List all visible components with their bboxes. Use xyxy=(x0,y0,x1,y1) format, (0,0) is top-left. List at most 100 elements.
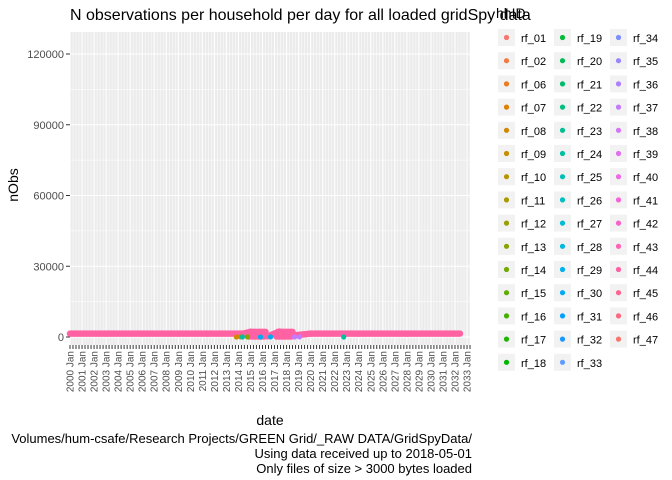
legend-label-rf_08: rf_08 xyxy=(521,126,546,138)
legend-marker-rf_11 xyxy=(503,197,510,203)
legend-label-rf_40: rf_40 xyxy=(633,172,658,184)
x-tick-label: 2011 Jan xyxy=(198,351,209,391)
legend-label-rf_11: rf_11 xyxy=(521,195,545,207)
x-tick-label: 2022 Jan xyxy=(330,351,341,392)
legend-label-rf_46: rf_46 xyxy=(633,311,658,323)
legend-label-rf_26: rf_26 xyxy=(577,195,602,207)
legend-marker-rf_12 xyxy=(503,220,510,226)
legend-marker-rf_13 xyxy=(503,243,510,249)
legend-marker-rf_47 xyxy=(615,336,622,342)
legend-marker-rf_20 xyxy=(559,58,566,64)
legend-marker-rf_42 xyxy=(615,220,622,226)
x-tick-label: 2015 Jan xyxy=(246,351,257,392)
x-tick-label: 2028 Jan xyxy=(402,351,413,392)
legend-marker-rf_26 xyxy=(559,197,566,203)
legend-marker-rf_36 xyxy=(615,81,622,87)
legend-label-rf_32: rf_32 xyxy=(577,335,602,347)
x-tick-label: 2018 Jan xyxy=(282,351,293,392)
legend-marker-rf_22 xyxy=(559,104,566,110)
x-tick-label: 2002 Jan xyxy=(90,351,101,392)
legend-marker-rf_17 xyxy=(503,336,510,342)
data-point-rf_46 xyxy=(289,328,296,336)
legend-label-rf_34: rf_34 xyxy=(633,33,658,45)
legend-marker-rf_40 xyxy=(615,174,622,180)
y-axis-label: nObs xyxy=(5,168,21,201)
legend-label-rf_39: rf_39 xyxy=(633,149,658,161)
legend-marker-rf_29 xyxy=(559,266,566,273)
x-tick-label: 2014 Jan xyxy=(234,351,245,392)
legend-label-rf_22: rf_22 xyxy=(577,103,602,115)
data-point-rf_46 xyxy=(456,330,464,337)
legend-marker-rf_34 xyxy=(615,34,622,41)
legend-marker-rf_27 xyxy=(559,220,566,226)
legend-marker-rf_19 xyxy=(559,34,566,41)
legend-label-rf_15: rf_15 xyxy=(521,288,546,300)
y-tick-label: 60000 xyxy=(33,191,64,203)
legend-label-rf_44: rf_44 xyxy=(633,265,658,277)
legend-marker-rf_24 xyxy=(559,150,566,157)
legend-label-rf_28: rf_28 xyxy=(577,242,602,254)
x-tick-label: 2033 Jan xyxy=(463,351,474,392)
legend-label-rf_43: rf_43 xyxy=(633,242,658,254)
x-tick-label: 2021 Jan xyxy=(318,351,329,392)
x-tick-label: 2006 Jan xyxy=(138,351,149,392)
caption-data-received: Using data received up to 2018-05-01 xyxy=(254,446,472,461)
legend-marker-rf_23 xyxy=(559,127,566,133)
x-tick-label: 2013 Jan xyxy=(222,351,233,392)
legend-marker-rf_45 xyxy=(615,290,622,296)
legend-label-rf_37: rf_37 xyxy=(633,103,658,115)
x-tick-label: 2010 Jan xyxy=(186,351,197,392)
legend-marker-rf_32 xyxy=(559,336,566,342)
legend-label-rf_01: rf_01 xyxy=(521,33,546,45)
x-tick-label: 2000 Jan xyxy=(66,351,77,392)
legend-label-rf_20: rf_20 xyxy=(577,56,602,68)
legend-label-rf_14: rf_14 xyxy=(521,265,546,277)
legend-label-rf_36: rf_36 xyxy=(633,79,658,91)
legend-marker-rf_46 xyxy=(615,313,622,319)
legend-label-rf_02: rf_02 xyxy=(521,56,546,68)
legend-marker-rf_02 xyxy=(503,58,510,64)
legend-marker-rf_33 xyxy=(559,359,566,365)
legend-marker-rf_31 xyxy=(559,313,566,319)
legend-label-rf_10: rf_10 xyxy=(521,172,546,184)
legend-label-rf_09: rf_09 xyxy=(521,149,546,161)
x-tick-label: 2032 Jan xyxy=(450,351,461,392)
y-tick-label: 90000 xyxy=(33,120,64,132)
legend-title: hhID xyxy=(496,5,526,21)
legend-label-rf_12: rf_12 xyxy=(521,219,546,231)
legend-label-rf_29: rf_29 xyxy=(577,265,602,277)
data-point-rf_46 xyxy=(262,328,269,336)
legend-label-rf_17: rf_17 xyxy=(521,335,546,347)
legend-marker-rf_41 xyxy=(615,197,622,203)
x-axis-label: date xyxy=(256,412,283,428)
legend-label-rf_25: rf_25 xyxy=(577,172,602,184)
legend-marker-rf_37 xyxy=(615,104,622,110)
x-tick-label: 2030 Jan xyxy=(426,351,437,392)
x-tick-label: 2016 Jan xyxy=(258,351,269,392)
legend-marker-rf_07 xyxy=(503,104,510,110)
data-point-rf_37 xyxy=(297,334,303,340)
legend-label-rf_16: rf_16 xyxy=(521,311,546,323)
legend-label-rf_13: rf_13 xyxy=(521,242,546,254)
legend-label-rf_38: rf_38 xyxy=(633,126,658,138)
legend-label-rf_42: rf_42 xyxy=(633,219,658,231)
legend-marker-rf_43 xyxy=(615,243,622,249)
legend-label-rf_23: rf_23 xyxy=(577,126,602,138)
x-tick-label: 2026 Jan xyxy=(378,351,389,392)
legend-label-rf_41: rf_41 xyxy=(633,195,658,207)
legend-marker-rf_25 xyxy=(559,174,566,180)
legend-label-rf_45: rf_45 xyxy=(633,288,658,300)
x-tick-label: 2031 Jan xyxy=(438,351,449,392)
data-point-rf_08 xyxy=(233,334,240,340)
legend-marker-rf_01 xyxy=(503,34,510,41)
x-tick-label: 2023 Jan xyxy=(342,351,353,392)
x-tick-label: 2009 Jan xyxy=(174,351,185,392)
chart-title: N observations per household per day for… xyxy=(70,7,531,24)
x-tick-label: 2008 Jan xyxy=(162,351,173,392)
plot-background xyxy=(70,32,470,345)
legend-marker-rf_14 xyxy=(503,266,510,273)
legend-marker-rf_15 xyxy=(503,290,510,296)
legend-label-rf_27: rf_27 xyxy=(577,219,602,231)
